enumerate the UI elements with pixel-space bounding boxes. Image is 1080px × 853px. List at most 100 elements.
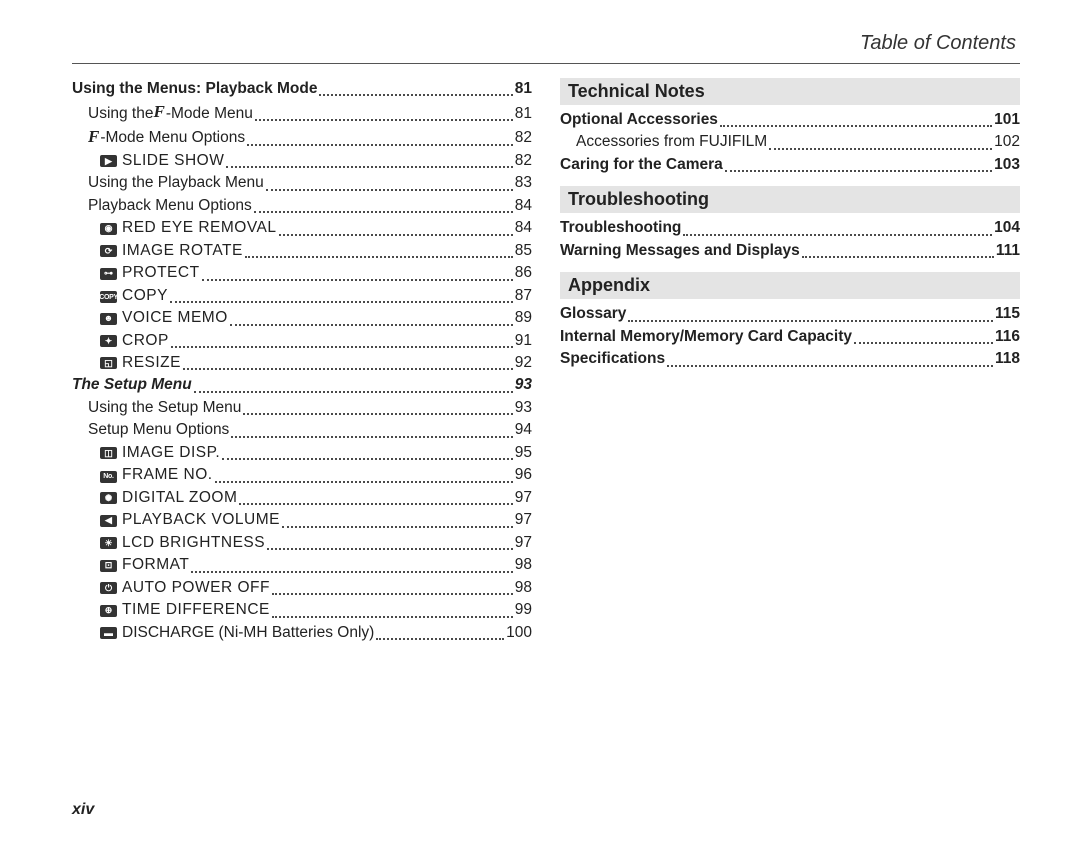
toc-entry[interactable]: The Setup Menu 93	[72, 374, 532, 396]
toc-entry-page: 118	[995, 348, 1020, 370]
page-header-title: Table of Contents	[72, 32, 1020, 55]
toc-entry-page: 91	[515, 330, 532, 352]
toc-entry-page: 96	[515, 464, 532, 486]
toc-entry-label: Troubleshooting	[560, 217, 681, 239]
toc-entry[interactable]: Internal Memory/Memory Card Capacity 116	[560, 326, 1020, 348]
toc-leader	[628, 320, 993, 322]
toc-entry[interactable]: Glossary 115	[560, 303, 1020, 325]
toc-entry[interactable]: F-Mode Menu Options 82	[72, 125, 532, 150]
toc-entry-label: No.FRAME NO.	[100, 464, 213, 486]
toc-entry-label: Internal Memory/Memory Card Capacity	[560, 326, 852, 348]
toc-columns: Using the Menus: Playback Mode 81 Using …	[72, 78, 1020, 644]
toc-entry-page: 84	[515, 195, 532, 217]
toc-entry[interactable]: ▬DISCHARGE (Ni-MH Batteries Only) 100	[72, 622, 532, 644]
toc-entry-label: COPYCOPY	[100, 285, 168, 307]
toc-entry[interactable]: Using the Playback Menu 83	[72, 172, 532, 194]
toc-entry[interactable]: ▶SLIDE SHOW 82	[72, 150, 532, 172]
section-heading: Technical Notes	[560, 78, 1020, 105]
toc-entry-label: ⊶PROTECT	[100, 262, 200, 284]
copy-icon: COPY	[100, 285, 117, 307]
toc-leader	[267, 548, 513, 550]
toc-entry[interactable]: No.FRAME NO. 96	[72, 464, 532, 486]
toc-entry-page: 103	[994, 154, 1020, 176]
toc-entry[interactable]: Caring for the Camera 103	[560, 154, 1020, 176]
toc-entry[interactable]: ✺DIGITAL ZOOM 97	[72, 487, 532, 509]
toc-leader	[854, 342, 993, 344]
toc-leader	[202, 279, 513, 281]
toc-leader	[215, 481, 513, 483]
toc-leader	[243, 413, 512, 415]
toc-entry-page: 111	[996, 240, 1020, 262]
toc-entry-label: ▬DISCHARGE (Ni-MH Batteries Only)	[100, 622, 374, 644]
toc-entry-page: 99	[515, 599, 532, 621]
toc-entry[interactable]: Accessories from FUJIFILM 102	[560, 131, 1020, 153]
toc-entry[interactable]: Specifications 118	[560, 348, 1020, 370]
toc-entry-page: 92	[515, 352, 532, 374]
toc-entry[interactable]: ⊶PROTECT 86	[72, 262, 532, 284]
resize-icon: ◱	[100, 352, 117, 374]
toc-entry-label: ◀PLAYBACK VOLUME	[100, 509, 280, 531]
toc-entry-label: Using the Setup Menu	[88, 397, 241, 419]
toc-entry[interactable]: Warning Messages and Displays 111	[560, 240, 1020, 262]
toc-entry-label: ◉RED EYE REMOVAL	[100, 217, 277, 239]
toc-entry[interactable]: Optional Accessories 101	[560, 109, 1020, 131]
toc-leader	[720, 125, 992, 127]
toc-entry[interactable]: ☻VOICE MEMO 89	[72, 307, 532, 329]
f-mode-icon: F	[153, 100, 164, 125]
toc-entry-page: 97	[515, 487, 532, 509]
toc-entry[interactable]: ⟳IMAGE ROTATE 85	[72, 240, 532, 262]
toc-entry[interactable]: ◱RESIZE 92	[72, 352, 532, 374]
toc-entry-page: 83	[515, 172, 532, 194]
toc-entry-page: 115	[995, 303, 1020, 325]
toc-entry-label: F-Mode Menu Options	[88, 125, 245, 150]
toc-entry[interactable]: ◉RED EYE REMOVAL 84	[72, 217, 532, 239]
toc-leader	[183, 368, 513, 370]
toc-entry-label: Optional Accessories	[560, 109, 718, 131]
toc-entry-page: 94	[515, 419, 532, 441]
toc-leader	[247, 144, 513, 146]
toc-entry-label: ✺DIGITAL ZOOM	[100, 487, 237, 509]
toc-entry[interactable]: Using the F-Mode Menu 81	[72, 100, 532, 125]
toc-entry-page: 82	[515, 150, 532, 172]
toc-entry-label: ⊕TIME DIFFERENCE	[100, 599, 270, 621]
toc-entry[interactable]: Using the Menus: Playback Mode 81	[72, 78, 532, 100]
toc-entry-page: 93	[515, 374, 532, 396]
toc-leader	[222, 458, 513, 460]
toc-entry-page: 104	[994, 217, 1020, 239]
toc-leader	[376, 638, 504, 640]
toc-leader	[683, 234, 992, 236]
toc-entry-label: ☀LCD BRIGHTNESS	[100, 532, 265, 554]
toc-entry[interactable]: ◀PLAYBACK VOLUME 97	[72, 509, 532, 531]
toc-entry[interactable]: ⏻AUTO POWER OFF 98	[72, 577, 532, 599]
toc-entry[interactable]: ⊕TIME DIFFERENCE 99	[72, 599, 532, 621]
toc-entry-page: 85	[515, 240, 532, 262]
toc-entry[interactable]: Using the Setup Menu 93	[72, 397, 532, 419]
toc-entry[interactable]: Setup Menu Options 94	[72, 419, 532, 441]
toc-leader	[282, 526, 513, 528]
toc-entry[interactable]: ◫IMAGE DISP. 95	[72, 442, 532, 464]
toc-entry-page: 89	[515, 307, 532, 329]
toc-entry-label: Setup Menu Options	[88, 419, 229, 441]
toc-entry[interactable]: Playback Menu Options 84	[72, 195, 532, 217]
toc-entry[interactable]: COPYCOPY 87	[72, 285, 532, 307]
toc-leader	[239, 503, 512, 505]
toc-entry-label: ⟳IMAGE ROTATE	[100, 240, 243, 262]
toc-entry-page: 81	[515, 103, 532, 125]
toc-entry-page: 86	[515, 262, 532, 284]
toc-entry-page: 97	[515, 509, 532, 531]
toc-leader	[231, 436, 512, 438]
toc-leader	[255, 119, 513, 121]
toc-entry[interactable]: Troubleshooting 104	[560, 217, 1020, 239]
toc-leader	[272, 593, 513, 595]
toc-entry[interactable]: ✦CROP 91	[72, 330, 532, 352]
toc-leader	[254, 211, 513, 213]
toc-entry-label: ▶SLIDE SHOW	[100, 150, 224, 172]
toc-leader	[171, 346, 513, 348]
voice-icon: ☻	[100, 307, 117, 329]
toc-entry-page: 84	[515, 217, 532, 239]
toc-entry[interactable]: ⊡FORMAT 98	[72, 554, 532, 576]
toc-entry-label: ☻VOICE MEMO	[100, 307, 228, 329]
toc-leader	[319, 94, 512, 96]
toc-left-column: Using the Menus: Playback Mode 81 Using …	[72, 78, 532, 644]
toc-entry[interactable]: ☀LCD BRIGHTNESS 97	[72, 532, 532, 554]
